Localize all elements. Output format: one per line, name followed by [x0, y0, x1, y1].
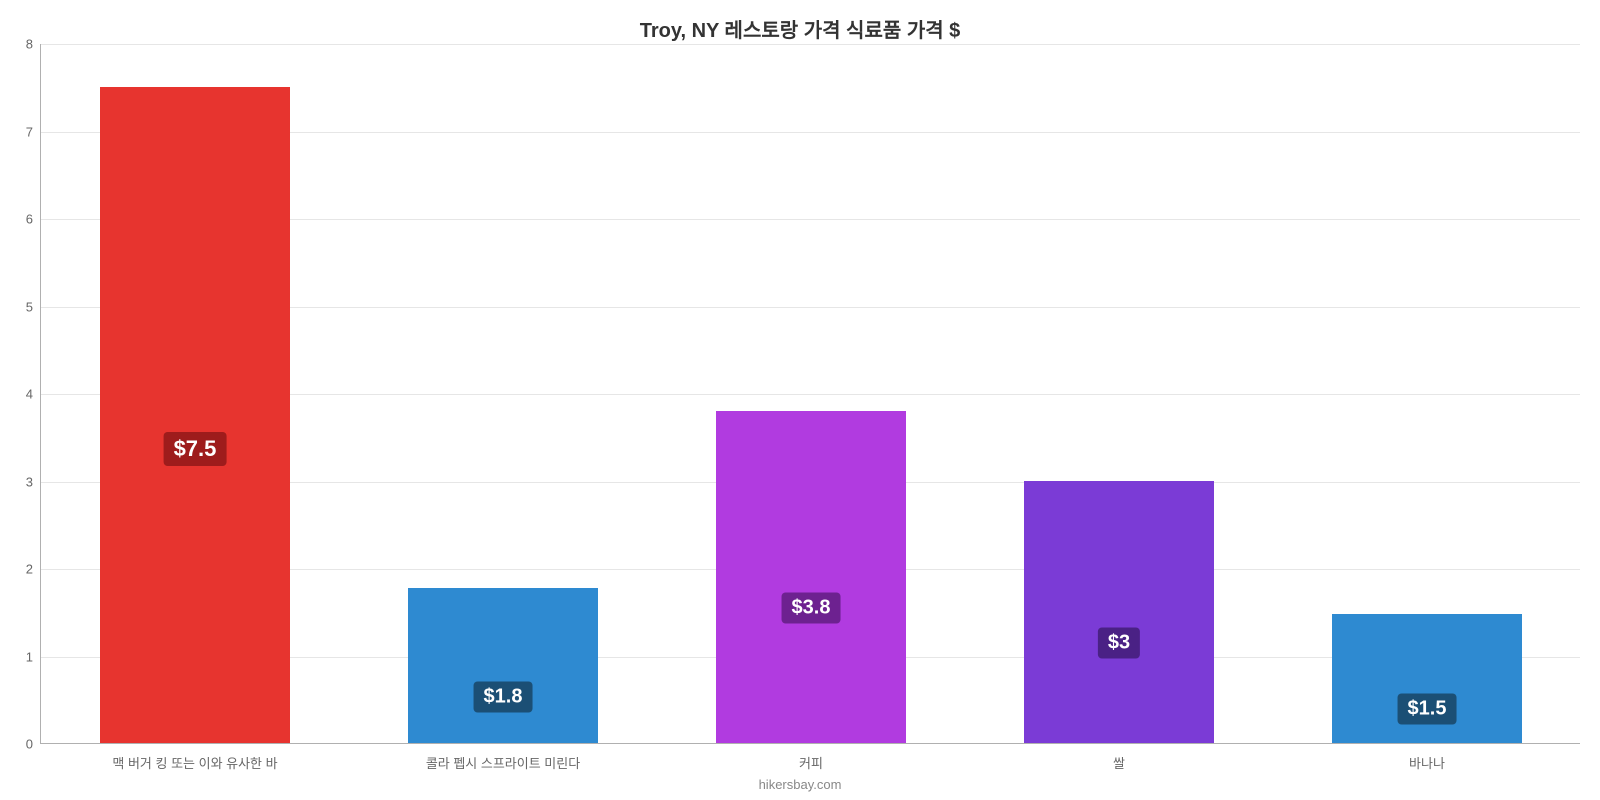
x-tick-label: 콜라 펩시 스프라이트 미린다 [426, 753, 580, 772]
chart-title: Troy, NY 레스토랑 가격 식료품 가격 $ [0, 14, 1600, 43]
value-badge: $1.8 [474, 681, 533, 712]
y-tick-label: 5 [26, 299, 33, 314]
x-tick-label: 커피 [799, 753, 823, 772]
x-tick-label: 바나나 [1409, 753, 1445, 772]
value-badge: $3 [1098, 627, 1140, 658]
bar: $3 [1024, 481, 1215, 744]
y-tick-label: 3 [26, 474, 33, 489]
y-tick-label: 2 [26, 562, 33, 577]
value-badge: $7.5 [164, 432, 227, 466]
bar: $1.8 [408, 588, 599, 743]
y-tick-label: 1 [26, 649, 33, 664]
y-tick-label: 7 [26, 124, 33, 139]
y-tick-label: 6 [26, 212, 33, 227]
y-tick-label: 0 [26, 737, 33, 752]
plot-area: 012345678$7.5맥 버거 킹 또는 이와 유사한 바$1.8콜라 펩시… [40, 44, 1580, 744]
bar: $3.8 [716, 411, 907, 744]
bar: $1.5 [1332, 614, 1523, 744]
x-tick-label: 쌀 [1113, 753, 1125, 772]
y-tick-label: 4 [26, 387, 33, 402]
x-tick-label: 맥 버거 킹 또는 이와 유사한 바 [112, 753, 277, 772]
chart-footer: hikersbay.com [0, 777, 1600, 792]
value-badge: $1.5 [1398, 694, 1457, 725]
bar: $7.5 [100, 87, 291, 743]
value-badge: $3.8 [782, 592, 841, 623]
y-tick-label: 8 [26, 37, 33, 52]
gridline [41, 44, 1580, 45]
